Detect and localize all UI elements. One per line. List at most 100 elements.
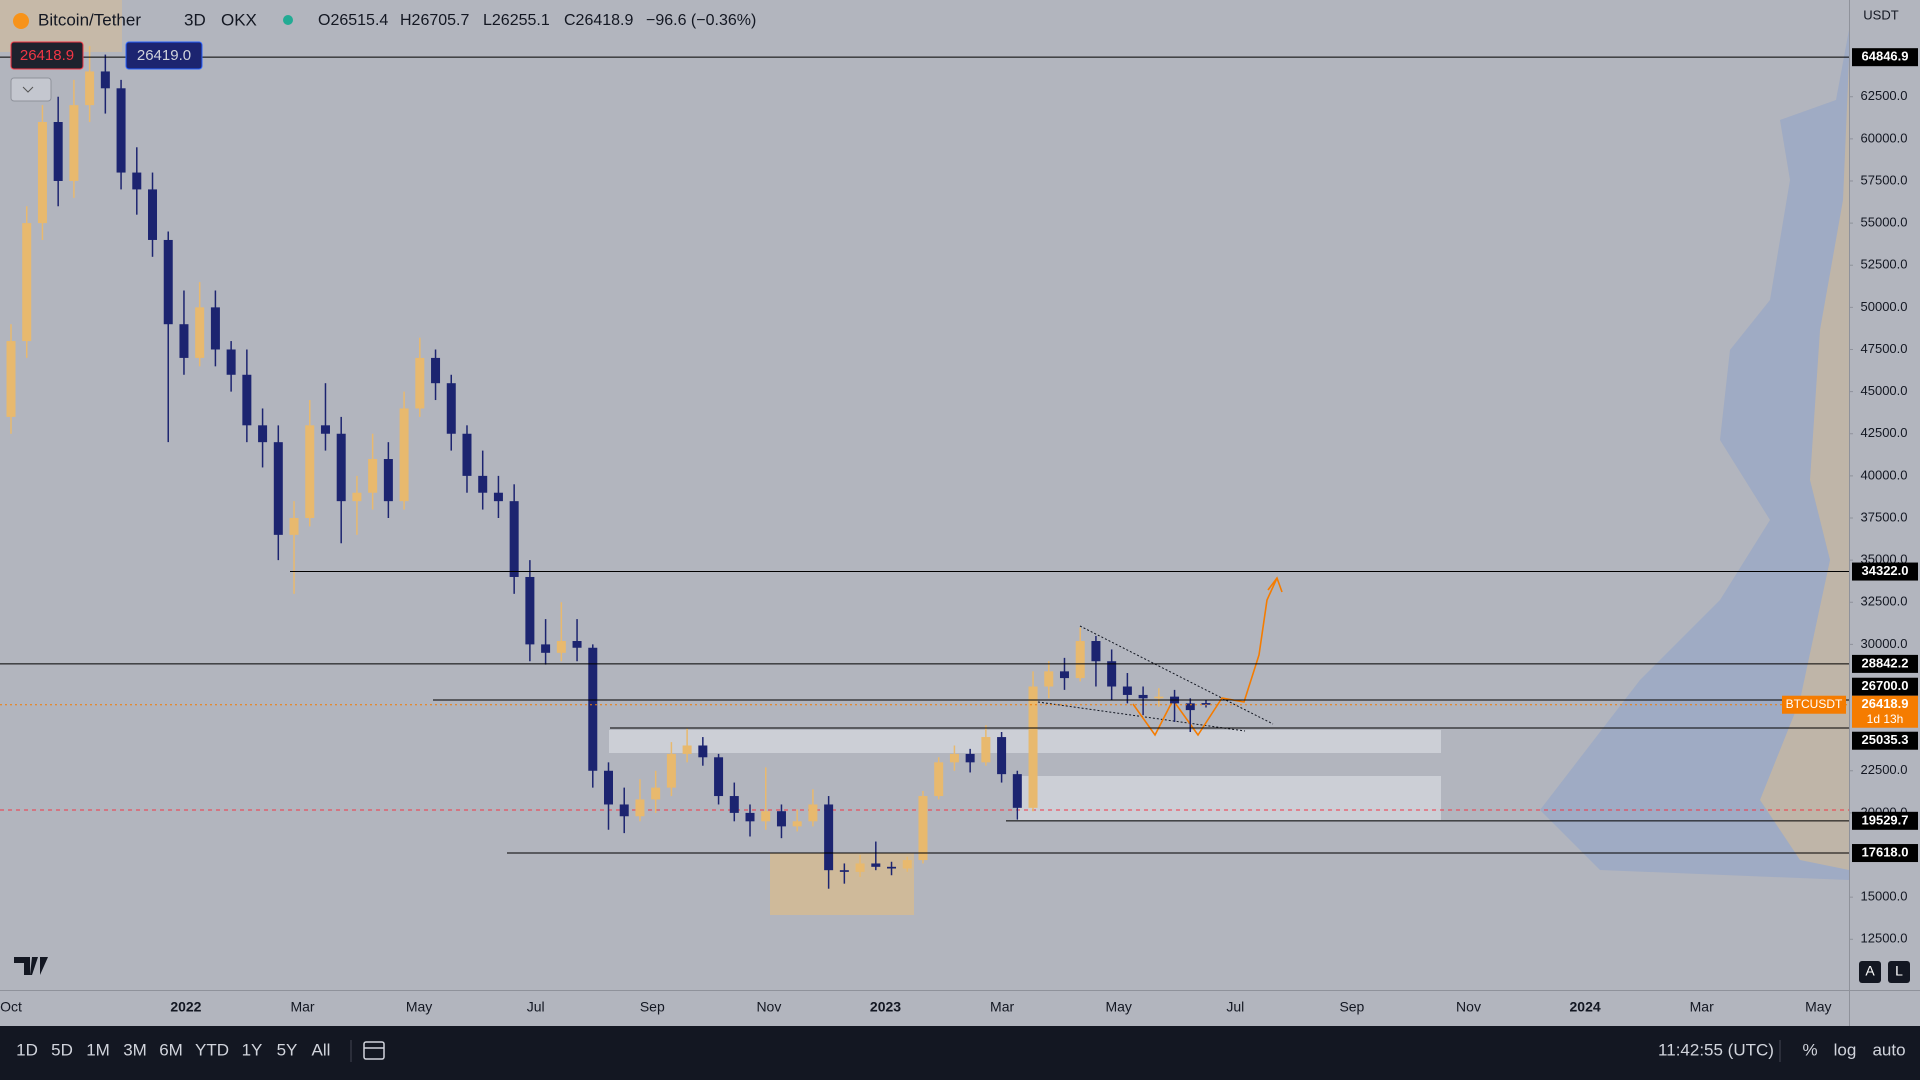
clock: 11:42:55 (UTC) xyxy=(1658,1040,1774,1059)
range-button[interactable]: 5D xyxy=(51,1040,73,1059)
x-tick-label: 2022 xyxy=(170,999,201,1015)
candle-body xyxy=(493,492,503,502)
y-tick-label: 22500.0 xyxy=(1861,762,1908,777)
date-range-icon[interactable] xyxy=(363,1041,385,1060)
scale-option[interactable]: % xyxy=(1802,1040,1817,1059)
y-tick-label: 47500.0 xyxy=(1861,341,1908,356)
candle-body xyxy=(651,787,661,800)
candle-body xyxy=(242,374,252,426)
candle-body xyxy=(478,475,488,493)
y-tick-label: 12500.0 xyxy=(1861,931,1908,946)
exchange[interactable]: OKX xyxy=(221,10,257,29)
candle-body xyxy=(745,812,755,822)
candle-body xyxy=(1012,774,1022,808)
range-box xyxy=(770,853,914,915)
sell-price[interactable]: 26418.9 xyxy=(20,47,74,64)
range-button[interactable]: All xyxy=(312,1040,331,1059)
candle-body xyxy=(415,357,425,409)
candle-body xyxy=(431,357,441,384)
x-tick-label: 2024 xyxy=(1570,999,1601,1015)
candle-body xyxy=(1138,694,1148,699)
candle-body xyxy=(808,804,818,822)
range-button[interactable]: 3M xyxy=(123,1040,147,1059)
buy-button[interactable] xyxy=(125,41,203,70)
price-axis xyxy=(1849,0,1920,990)
scale-button-label[interactable]: A xyxy=(1865,963,1875,979)
x-tick-label: Mar xyxy=(290,999,314,1015)
candle-body xyxy=(289,518,299,535)
y-tick-label: 42500.0 xyxy=(1861,425,1908,440)
symbol[interactable]: Bitcoin/Tether xyxy=(38,10,141,29)
countdown: 1d 13h xyxy=(1867,712,1904,726)
candle-body xyxy=(965,753,975,763)
candle-body xyxy=(871,863,881,867)
last-price-box xyxy=(1852,695,1918,728)
scale-option[interactable]: auto xyxy=(1872,1040,1905,1059)
scale-option[interactable]: log xyxy=(1834,1040,1857,1059)
level-label-box xyxy=(1852,844,1918,863)
projection-path xyxy=(1132,577,1278,737)
interval[interactable]: 3D xyxy=(184,10,206,29)
scale-button-label[interactable]: L xyxy=(1895,963,1903,979)
range-button[interactable]: 1D xyxy=(16,1040,38,1059)
symbol-icon xyxy=(13,13,29,29)
level-label: 19529.7 xyxy=(1862,812,1909,827)
range-button[interactable]: 1Y xyxy=(242,1040,263,1059)
x-tick-label: May xyxy=(406,999,432,1015)
plot xyxy=(0,46,1849,889)
x-tick-label: May xyxy=(1105,999,1131,1015)
range-button[interactable]: 6M xyxy=(159,1040,183,1059)
candle-body xyxy=(619,804,629,817)
volume-profile-value-area xyxy=(1760,60,1849,870)
logo xyxy=(14,957,48,975)
status-dot xyxy=(283,15,293,25)
currency[interactable]: USDT xyxy=(1863,7,1898,22)
candle-body xyxy=(934,762,944,797)
ohlc-low: L26255.1 xyxy=(483,12,550,29)
range-button[interactable]: 1M xyxy=(86,1040,110,1059)
buy-price[interactable]: 26419.0 xyxy=(137,47,191,64)
candle-body xyxy=(163,239,173,325)
ohlc-high: H26705.7 xyxy=(400,12,469,29)
level-label-box xyxy=(1852,677,1918,696)
range-button[interactable]: YTD xyxy=(195,1040,229,1059)
chevron xyxy=(22,86,34,93)
candle-body xyxy=(824,804,834,871)
candle-body xyxy=(541,644,551,653)
y-tick-label: 62500.0 xyxy=(1861,88,1908,103)
candle-body xyxy=(195,307,205,358)
candle-body xyxy=(604,770,613,805)
candle-body xyxy=(258,425,268,443)
level-label: 25035.3 xyxy=(1862,732,1909,747)
candle-body xyxy=(1075,641,1085,679)
y-tick-label: 15000.0 xyxy=(1861,889,1908,904)
candle-body xyxy=(37,122,47,224)
sell-button[interactable] xyxy=(10,41,84,70)
candle-body xyxy=(997,737,1007,775)
candle-body xyxy=(320,425,330,434)
range-button[interactable]: 5Y xyxy=(277,1040,298,1059)
y-tick-label: 30000.0 xyxy=(1861,636,1908,651)
candle-body xyxy=(1201,703,1211,705)
y-tick-label: 55000.0 xyxy=(1861,215,1908,230)
candle-body xyxy=(588,647,598,771)
level-label-box xyxy=(1852,562,1918,581)
candle-body xyxy=(682,745,692,754)
scale-button[interactable] xyxy=(1888,961,1910,983)
candle-body xyxy=(714,757,724,797)
toolbar-items: 1D 5D 1M 3M 6M YTD 1Y 5Y All 11:42:55 (UTC)% log au… xyxy=(16,1040,1905,1059)
scale-button[interactable] xyxy=(1859,961,1881,983)
level-label-box xyxy=(1852,48,1918,67)
x-tick-label: Mar xyxy=(1690,999,1714,1015)
x-tick-label: Sep xyxy=(1339,999,1364,1015)
candle-body xyxy=(22,223,32,342)
candle-body xyxy=(1091,641,1101,662)
level-label: 64846.9 xyxy=(1862,49,1909,64)
candle-body xyxy=(368,459,378,493)
candle-body xyxy=(336,433,346,502)
candle-body xyxy=(887,866,897,869)
candle-body xyxy=(635,799,645,817)
